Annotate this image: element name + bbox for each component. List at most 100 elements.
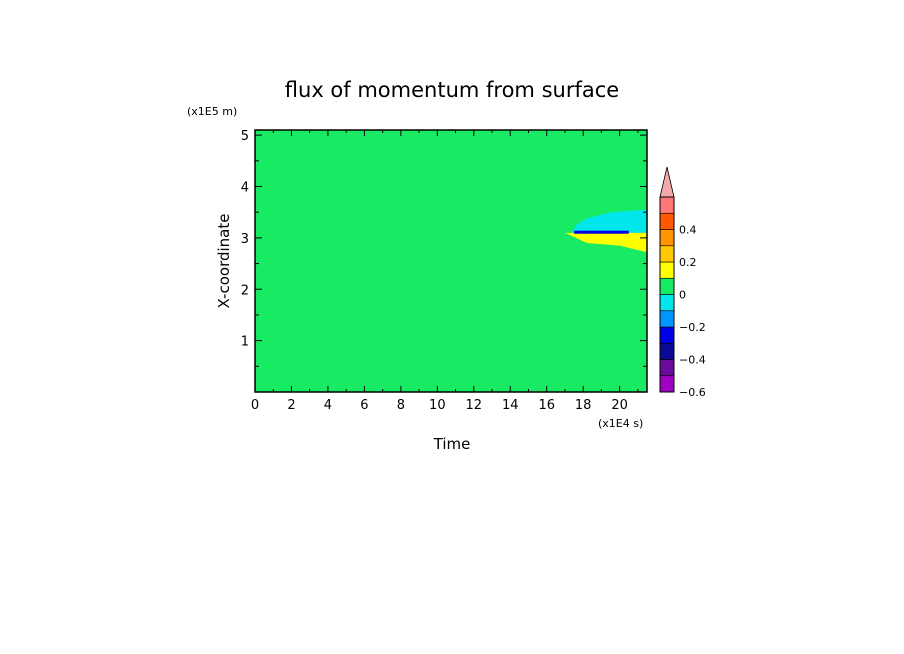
field-band [421, 382, 571, 383]
field-band [300, 237, 355, 240]
field-band [363, 188, 478, 191]
field-band [255, 281, 303, 282]
y-tick-label: 1 [241, 335, 249, 350]
colorbar-tick-label: −0.2 [679, 321, 706, 334]
field-band [401, 200, 495, 203]
field-band [320, 150, 342, 151]
field-band [559, 331, 647, 333]
y-unit-label: (x1E5 m) [187, 105, 237, 118]
colorbar-bin [659, 277, 675, 295]
field-band [398, 192, 504, 194]
x-tick-label: 12 [466, 398, 483, 413]
field-band [255, 359, 319, 362]
field-band [524, 242, 551, 243]
x-tick-label: 18 [575, 398, 592, 413]
field-band [592, 377, 647, 379]
field-band [544, 142, 647, 144]
field-band [255, 308, 294, 309]
field-band [495, 266, 577, 269]
field-band [511, 136, 548, 138]
field-band [255, 377, 294, 379]
field-band [255, 175, 339, 176]
x-tick-label: 16 [538, 398, 555, 413]
field-band [553, 175, 631, 176]
field-band [255, 221, 369, 224]
field-band [255, 237, 297, 240]
field-band [534, 288, 646, 291]
x-tick-label: 14 [502, 398, 519, 413]
positive-region [552, 232, 647, 313]
field-band [435, 371, 555, 373]
x-tick-label: 8 [397, 398, 405, 413]
field-band [430, 266, 459, 269]
field-band [378, 226, 514, 229]
field-band [255, 331, 364, 333]
colorbar-bin [659, 294, 675, 312]
field-band [580, 315, 647, 318]
field-band [352, 150, 412, 151]
field-band [302, 288, 413, 291]
field-band [255, 142, 390, 144]
field-band [468, 175, 522, 176]
field-band [400, 328, 530, 331]
field-band [461, 339, 540, 342]
colorbar-bin [659, 245, 675, 263]
field-band [324, 275, 358, 277]
field-band [321, 377, 469, 379]
field-band [351, 382, 401, 383]
field-band [255, 146, 398, 147]
field-band [381, 171, 523, 173]
field-band [327, 308, 386, 309]
field-band [255, 192, 294, 194]
field-band [567, 387, 647, 390]
field-band [617, 325, 647, 327]
field-band [503, 356, 570, 358]
colorbar-frame [659, 196, 675, 393]
field-band [255, 231, 307, 232]
y-tick-label: 5 [241, 129, 249, 144]
field-band [388, 308, 429, 309]
field-band [605, 147, 647, 149]
field-band [255, 356, 313, 358]
field-band [515, 147, 590, 149]
colorbar-tick-label: 0.2 [679, 256, 697, 269]
field-band [404, 221, 468, 224]
field-band [255, 295, 343, 298]
field-band [547, 328, 630, 331]
field-band [255, 183, 276, 186]
field-band [570, 354, 647, 355]
field-band [255, 150, 294, 151]
field-band [255, 275, 314, 277]
field-band [255, 364, 414, 366]
field-band [377, 196, 442, 198]
field-band [425, 387, 564, 390]
field-band [619, 150, 647, 151]
field-band [400, 263, 514, 266]
colorbar-bin [659, 359, 675, 377]
field-band [599, 192, 647, 194]
y-axis: 1 2 3 4 5 [241, 129, 647, 367]
field-band [255, 226, 367, 229]
field-band [456, 295, 543, 298]
field-band [504, 300, 647, 303]
y-tick-label: 2 [241, 283, 249, 298]
field-band [545, 130, 590, 132]
field-band [390, 250, 480, 253]
field-band [396, 142, 439, 144]
field-band [364, 275, 400, 277]
field-band [389, 191, 508, 192]
field-band [368, 215, 525, 216]
field-band [255, 354, 297, 355]
field-band [255, 382, 337, 383]
negative-region [572, 209, 647, 233]
field-band [255, 288, 288, 291]
field-band [438, 246, 525, 248]
field-band [518, 192, 553, 194]
field-band [409, 354, 480, 355]
field-band [603, 196, 647, 198]
field-band [313, 250, 357, 253]
colorbar: −0.6 −0.4 −0.2 0 0.2 0.4 [659, 166, 706, 399]
field-band [451, 142, 525, 144]
field-band [255, 240, 385, 241]
